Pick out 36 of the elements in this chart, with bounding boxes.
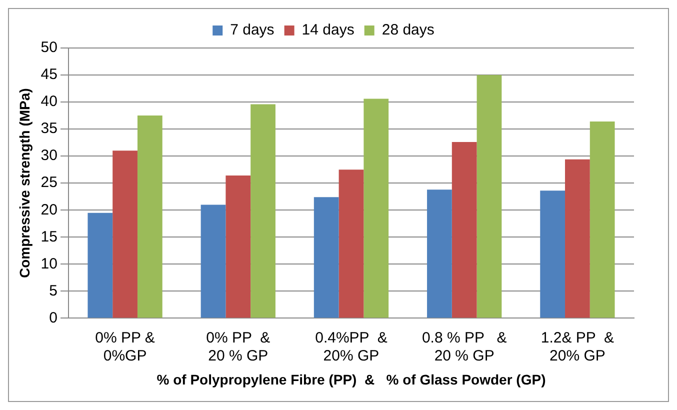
y-tick-label: 40: [40, 93, 58, 110]
y-tick-label: 45: [40, 66, 58, 84]
x-tick-label: 0.4%PP & 20% GP: [315, 329, 388, 364]
x-axis-title: % of Polypropylene Fibre (PP) & % of Glass Powder (GP): [156, 371, 546, 388]
x-tick-label: 0% PP & 20 % GP: [206, 329, 270, 364]
bar: [427, 190, 452, 318]
y-tick-label: 5: [49, 282, 58, 300]
y-tick-label: 0: [49, 309, 58, 326]
y-axis-title: Compressive strength (MPa): [16, 88, 32, 278]
bar: [476, 75, 502, 318]
bar: [452, 142, 477, 318]
legend-label: 28 days: [382, 22, 434, 39]
bar: [338, 170, 364, 318]
bar: [590, 121, 615, 318]
y-tick-label: 50: [40, 39, 58, 56]
legend-label: 7 days: [230, 22, 274, 39]
y-tick-label: 35: [40, 120, 58, 138]
y-tick-label: 15: [40, 228, 58, 246]
y-tick-label: 30: [40, 147, 58, 164]
y-tick-label: 10: [40, 255, 58, 272]
bar: [88, 212, 113, 318]
y-tick-label: 25: [40, 174, 58, 192]
legend-label: 14 days: [302, 22, 354, 39]
bar: [250, 104, 276, 318]
bar: [364, 98, 389, 318]
bar: [226, 176, 251, 318]
x-tick-label: 0% PP & 0%GP: [95, 329, 155, 364]
bar: [200, 204, 226, 318]
x-tick-label: 1.2& PP & 20% GP: [540, 329, 614, 364]
bar: [137, 116, 162, 318]
bar: [112, 150, 138, 318]
bar: [565, 159, 590, 318]
y-tick-label: 20: [40, 201, 58, 218]
bar: [540, 190, 566, 318]
bar: [314, 197, 339, 318]
x-tick-label: 0.8 % PP & 20 % GP: [422, 329, 507, 364]
